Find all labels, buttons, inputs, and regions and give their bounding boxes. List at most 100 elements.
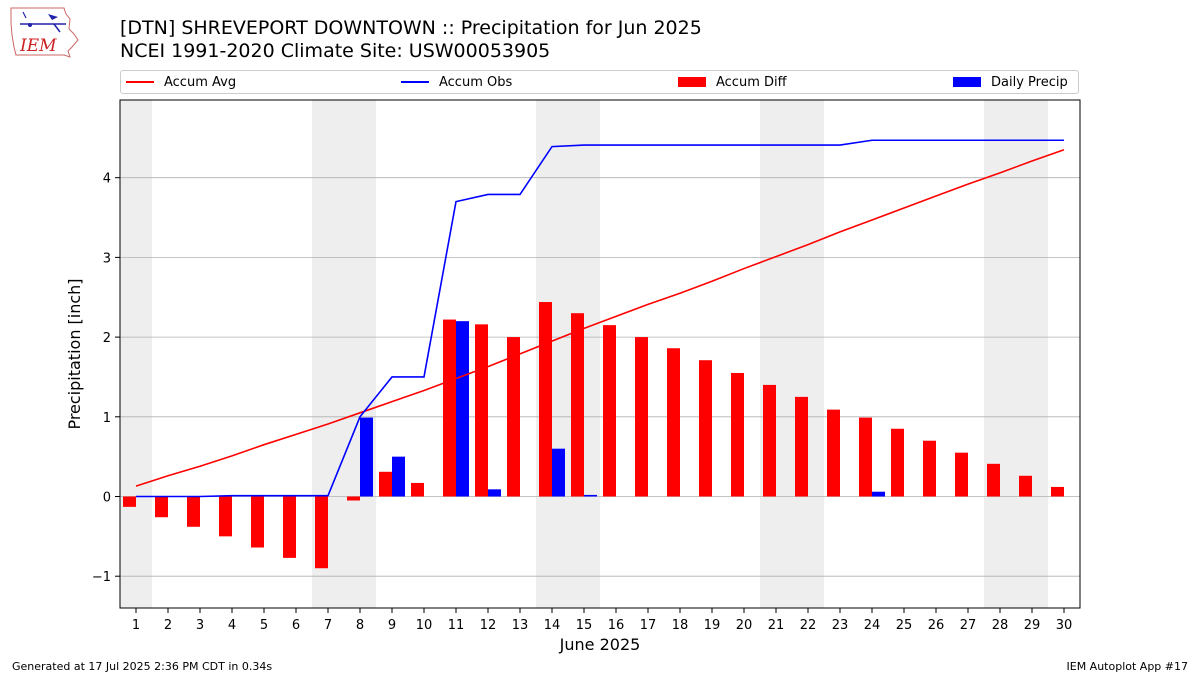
- x-tick-label: 5: [260, 618, 268, 633]
- accum-diff-bar: [731, 372, 744, 497]
- plot-frame: [119, 99, 1081, 609]
- accum-diff-bar: [923, 440, 936, 497]
- accum-diff-bar: [795, 396, 808, 497]
- lines: [135, 139, 1065, 498]
- x-axis-label: June 2025: [559, 635, 641, 654]
- accum-obs-line: [136, 139, 1064, 498]
- daily-precip-bar: [488, 489, 501, 497]
- accum-diff-bar: [507, 337, 520, 497]
- accum-diff-bar: [1051, 486, 1064, 497]
- x-tick-label: 14: [544, 618, 561, 633]
- accum-diff-bar: [155, 496, 168, 518]
- accum-diff-bar: [539, 302, 552, 497]
- x-tick-label: 6: [292, 618, 300, 633]
- x-tick-label: 9: [388, 618, 396, 633]
- y-gridlines: [120, 177, 1080, 577]
- y-axis-ticks: −1 0 1 2 3 4: [92, 172, 120, 585]
- x-tick-label: 27: [960, 618, 977, 633]
- x-tick-label: 23: [832, 618, 849, 633]
- x-tick-label: 20: [736, 618, 753, 633]
- accum-diff-bar: [411, 482, 424, 497]
- accum-diff-bar: [1019, 475, 1032, 497]
- accum-diff-bar: [699, 360, 712, 497]
- accum-diff-bar: [315, 496, 328, 569]
- x-tick-label: 12: [480, 618, 497, 633]
- legend-line-red: [126, 81, 154, 83]
- x-tick-label: 2: [164, 618, 172, 633]
- chart-title: [DTN] SHREVEPORT DOWNTOWN :: Precipitati…: [120, 17, 702, 39]
- accum-diff-bar: [859, 417, 872, 497]
- accum-diff-bar: [987, 463, 1000, 497]
- legend-label: Daily Precip: [991, 74, 1068, 90]
- daily-precip-bar: [872, 491, 885, 497]
- x-tick-label: 10: [416, 618, 433, 633]
- x-tick-label: 26: [928, 618, 945, 633]
- y-tick-label: 3: [103, 251, 111, 266]
- y-tick-label: 4: [103, 172, 111, 187]
- x-tick-label: 15: [576, 618, 593, 633]
- x-tick-label: 4: [228, 618, 236, 633]
- x-tick-label: 22: [800, 618, 817, 633]
- accum-avg-line: [135, 149, 1065, 487]
- legend-item-accum-diff: Accum Diff: [678, 71, 787, 93]
- accum-diff-bar: [635, 337, 648, 497]
- x-tick-label: 30: [1056, 618, 1073, 633]
- legend-patch-red: [678, 77, 706, 87]
- chart-subtitle: NCEI 1991-2020 Climate Site: USW00053905: [120, 40, 551, 62]
- x-tick-label: 19: [704, 618, 721, 633]
- generated-timestamp: Generated at 17 Jul 2025 2:36 PM CDT in …: [12, 660, 273, 673]
- accum-diff-bar: [475, 324, 488, 497]
- accum-diff-bar: [955, 452, 968, 497]
- y-tick-label: 2: [103, 331, 111, 346]
- accum-diff-bar: [763, 384, 776, 497]
- legend-patch-blue: [953, 77, 981, 87]
- x-tick-label: 8: [356, 618, 364, 633]
- accum-diff-bar: [827, 409, 840, 497]
- legend-label: Accum Avg: [164, 74, 237, 90]
- x-tick-label: 21: [768, 618, 785, 633]
- accum-diff-bar: [571, 313, 584, 497]
- accum-diff-bar: [219, 496, 232, 537]
- iem-logo: IEM: [10, 7, 79, 58]
- y-tick-label: 1: [103, 411, 111, 426]
- x-axis-ticks: 1 2 3 4 5 6 7 8 9 10 11 12 13 14 15 16 17 18 19 20 21 22 23 24 2…: [132, 608, 1072, 633]
- x-tick-label: 29: [1024, 618, 1041, 633]
- accum-diff-bar: [123, 496, 136, 507]
- y-tick-label: 0: [103, 491, 111, 506]
- legend-label: Accum Obs: [439, 74, 513, 90]
- accum-diff-bar: [603, 325, 616, 497]
- accum-diff-bar: [283, 496, 296, 558]
- accum-diff-bar: [347, 496, 360, 501]
- logo-text: IEM: [19, 36, 57, 56]
- x-tick-label: 11: [448, 618, 465, 633]
- accum-diff-bar: [891, 428, 904, 497]
- daily-precip-bar: [360, 417, 373, 497]
- x-tick-label: 1: [132, 618, 140, 633]
- legend-item-accum-avg: Accum Avg: [126, 71, 236, 93]
- x-tick-label: 16: [608, 618, 625, 633]
- y-axis-label: Precipitation [inch]: [65, 278, 84, 429]
- weekend-shade: [120, 100, 152, 608]
- x-tick-label: 25: [896, 618, 913, 633]
- accum-diff-bar: [443, 319, 456, 497]
- x-tick-label: 7: [324, 618, 332, 633]
- accum-diff-bar: [379, 471, 392, 497]
- app-credit: IEM Autoplot App #17: [1066, 660, 1189, 673]
- x-tick-label: 18: [672, 618, 689, 633]
- daily-precip-bar: [552, 448, 565, 497]
- y-tick-label: −1: [92, 570, 111, 585]
- accum-diff-bar: [667, 348, 680, 497]
- weekend-shade: [344, 100, 376, 608]
- x-tick-label: 13: [512, 618, 529, 633]
- x-tick-label: 3: [196, 618, 204, 633]
- daily-precip-bar: [584, 494, 597, 497]
- weekend-shade: [1016, 100, 1048, 608]
- accum-diff-bar: [187, 496, 200, 527]
- x-tick-label: 17: [640, 618, 657, 633]
- weekend-shade: [760, 100, 792, 608]
- legend-item-accum-obs: Accum Obs: [401, 71, 512, 93]
- legend: Accum Avg Accum Obs Accum Diff Daily Pre…: [120, 70, 1079, 94]
- bars: [123, 302, 1064, 569]
- weekend-shade: [984, 100, 1016, 608]
